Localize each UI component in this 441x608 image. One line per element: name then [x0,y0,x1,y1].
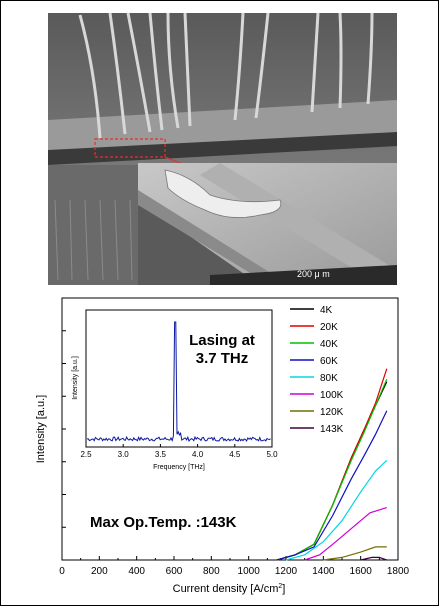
inset-x-tick-label: 3.0 [118,450,130,459]
inset-title-line-2: 3.7 THz [196,350,249,367]
inset-y-axis-label: Intensity [a.u.] [72,356,79,400]
highlight-box [94,138,166,158]
main-y-ticks [62,330,66,528]
main-x-tick-label: 1200 [275,566,298,577]
inset-x-tick-label: 2.5 [80,450,92,459]
inset-x-tick-label: 4.0 [192,450,204,459]
legend-label-100K: 100K [320,390,344,401]
main-x-tick-label: 1000 [238,566,261,577]
main-series [276,368,388,561]
main-y-axis-label: Intensity [a.u.] [35,395,47,463]
series-line-143K [360,556,387,561]
main-x-tick-label: 200 [91,566,108,577]
inset-x-tick-label: 3.5 [155,450,167,459]
main-x-ticks: 0 200 400 600 800 1000 1200 1400 1600 1800 [59,556,410,577]
series-line-120K [323,546,387,561]
scale-bar-label: 200 μ m [297,269,330,279]
inset-title-line-1: Lasing at [189,332,255,349]
inset-x-tick-label: 4.5 [229,450,241,459]
inset-x-tick-label: 5.0 [266,450,278,459]
max-temp-annotation: Max Op.Temp. :143K [90,514,237,531]
series-line-80K [285,459,388,561]
legend-label-80K: 80K [320,373,338,384]
series-line-100K [304,507,387,561]
inset-spectrum-chart: 2.5 3.0 3.5 4.0 4.5 5.0 Frequency [THz] Inten… [72,309,278,471]
main-x-tick-label: 800 [203,566,220,577]
legend-label-143K: 143K [320,424,344,435]
sem-micrograph: 200 μ m [48,13,397,285]
sem-inset: 200 μ m [138,163,397,285]
legend-label-4K: 4K [320,305,333,316]
main-x-tick-label: 1400 [312,566,335,577]
legend-label-60K: 60K [320,356,338,367]
spectrum-line [86,321,271,443]
inset-x-ticks: 2.5 3.0 3.5 4.0 4.5 5.0 [80,444,278,459]
legend-label-40K: 40K [320,339,338,350]
legend-label-120K: 120K [320,407,344,418]
main-legend: 4K 20K 40K 60K 80K 100K 120K 143K [290,305,344,435]
main-x-axis-label: Current density [A/cm2] [173,583,286,595]
main-x-tick-label: 400 [128,566,145,577]
wire-bonds [78,13,374,139]
series-line-60K [276,410,388,561]
inset-x-axis-label: Frequency [THz] [153,464,205,471]
legend-label-20K: 20K [320,322,338,333]
main-x-tick-label: 1800 [387,566,410,577]
main-x-tick-label: 0 [59,566,65,577]
main-x-tick-label: 600 [166,566,183,577]
inset-plot-area [85,309,273,448]
main-x-tick-label: 1600 [350,566,373,577]
